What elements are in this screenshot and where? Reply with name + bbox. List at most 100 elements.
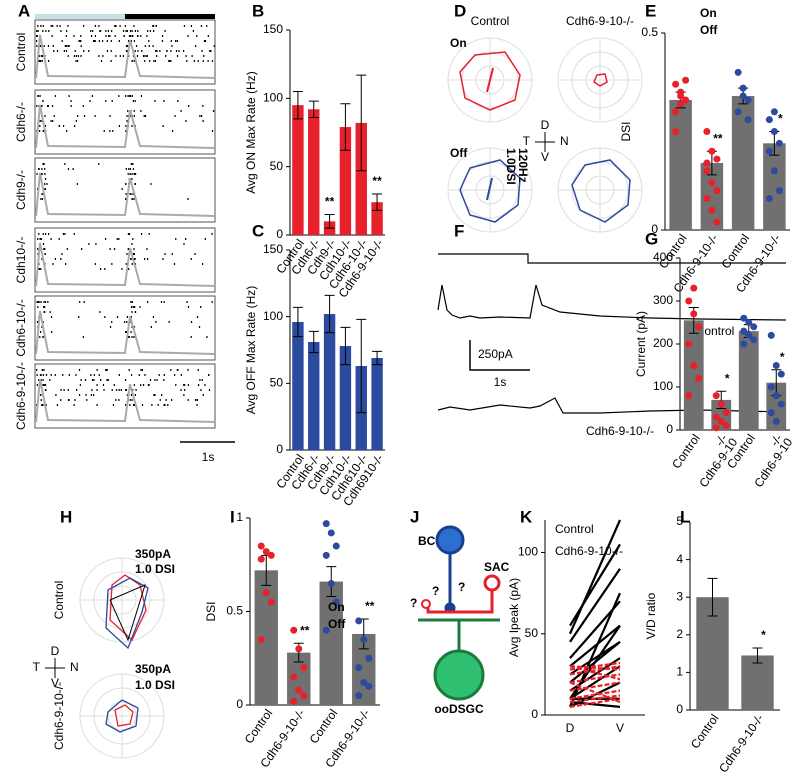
y-tick-label: 100 (653, 379, 673, 393)
y-tick-label: 0.5 (641, 25, 658, 39)
spike (96, 384, 98, 386)
spike (68, 374, 70, 376)
data-point (717, 417, 725, 425)
spike (129, 399, 131, 401)
spike (147, 301, 149, 303)
spike (128, 336, 130, 338)
pair-line (569, 543, 621, 627)
spike (106, 379, 108, 381)
spike (211, 301, 213, 303)
spike (176, 55, 179, 57)
spike (130, 193, 132, 195)
compass-v: V (51, 676, 59, 690)
spike (60, 30, 62, 32)
raster-frame (34, 19, 216, 85)
j-sac: SAC (484, 560, 510, 574)
spike (171, 130, 174, 132)
spike (47, 60, 50, 62)
data-point (772, 362, 780, 369)
spike (89, 100, 91, 102)
spike (134, 394, 137, 396)
spike (128, 168, 130, 170)
spike (168, 60, 171, 62)
spike (40, 55, 42, 57)
spike (95, 243, 97, 245)
spike (144, 60, 146, 62)
spike (127, 40, 130, 42)
spike (43, 301, 45, 303)
data-point (712, 424, 720, 432)
error-bar (308, 100, 319, 118)
spike (180, 110, 182, 112)
spike (132, 193, 134, 195)
spike (53, 50, 55, 52)
spike (153, 30, 155, 32)
y-tick-label: 150 (263, 22, 283, 36)
spike (50, 25, 52, 27)
spike (111, 263, 113, 265)
spike (125, 30, 127, 32)
spike (192, 30, 195, 32)
spike (80, 379, 82, 381)
raster-frame (34, 89, 216, 155)
spike (164, 404, 166, 406)
spike (132, 404, 135, 406)
spike (133, 248, 135, 250)
spike (130, 316, 132, 318)
pair-line (569, 700, 621, 708)
bar (308, 342, 320, 450)
spike (131, 125, 133, 127)
error-bar (752, 647, 763, 664)
spike (129, 115, 132, 117)
spike (114, 25, 116, 27)
spike (126, 253, 128, 255)
spike (118, 95, 120, 97)
spike (136, 55, 139, 57)
data-point (267, 551, 275, 559)
spike (148, 45, 150, 47)
d-dsi: 1.0DSI (504, 148, 518, 185)
spike (40, 173, 43, 175)
spike (203, 55, 205, 57)
spike (134, 50, 136, 52)
error-bar (324, 294, 335, 334)
spike (129, 95, 132, 97)
spike (82, 105, 84, 107)
spike (48, 233, 50, 235)
pair-line (569, 694, 621, 704)
spike (47, 301, 49, 303)
spike (152, 25, 154, 27)
spike (127, 248, 130, 250)
data-point (290, 697, 298, 705)
spike (109, 35, 111, 37)
data-point (713, 187, 721, 195)
spike (37, 306, 39, 308)
y-axis-label: V/D ratio (644, 592, 658, 639)
spike (130, 374, 133, 376)
spike (170, 50, 172, 52)
y-tick-label: 150 (263, 242, 283, 256)
spike (98, 25, 100, 27)
spike (133, 115, 135, 117)
pair-line (569, 641, 621, 684)
spike (62, 374, 64, 376)
spike (129, 95, 131, 97)
spike (148, 384, 150, 386)
spike (152, 45, 154, 47)
spike (131, 243, 133, 245)
spike (64, 233, 66, 235)
spike (132, 306, 134, 308)
spike (196, 35, 198, 37)
spike (197, 60, 199, 62)
spike (42, 163, 44, 165)
spike (92, 30, 94, 32)
spike (39, 120, 41, 122)
spike (204, 238, 206, 240)
spike (148, 40, 150, 42)
x-tick-label: Control (242, 707, 276, 747)
spike (73, 404, 75, 406)
spike (127, 173, 129, 175)
spike (68, 45, 70, 47)
spike (154, 100, 156, 102)
spike (99, 311, 101, 313)
